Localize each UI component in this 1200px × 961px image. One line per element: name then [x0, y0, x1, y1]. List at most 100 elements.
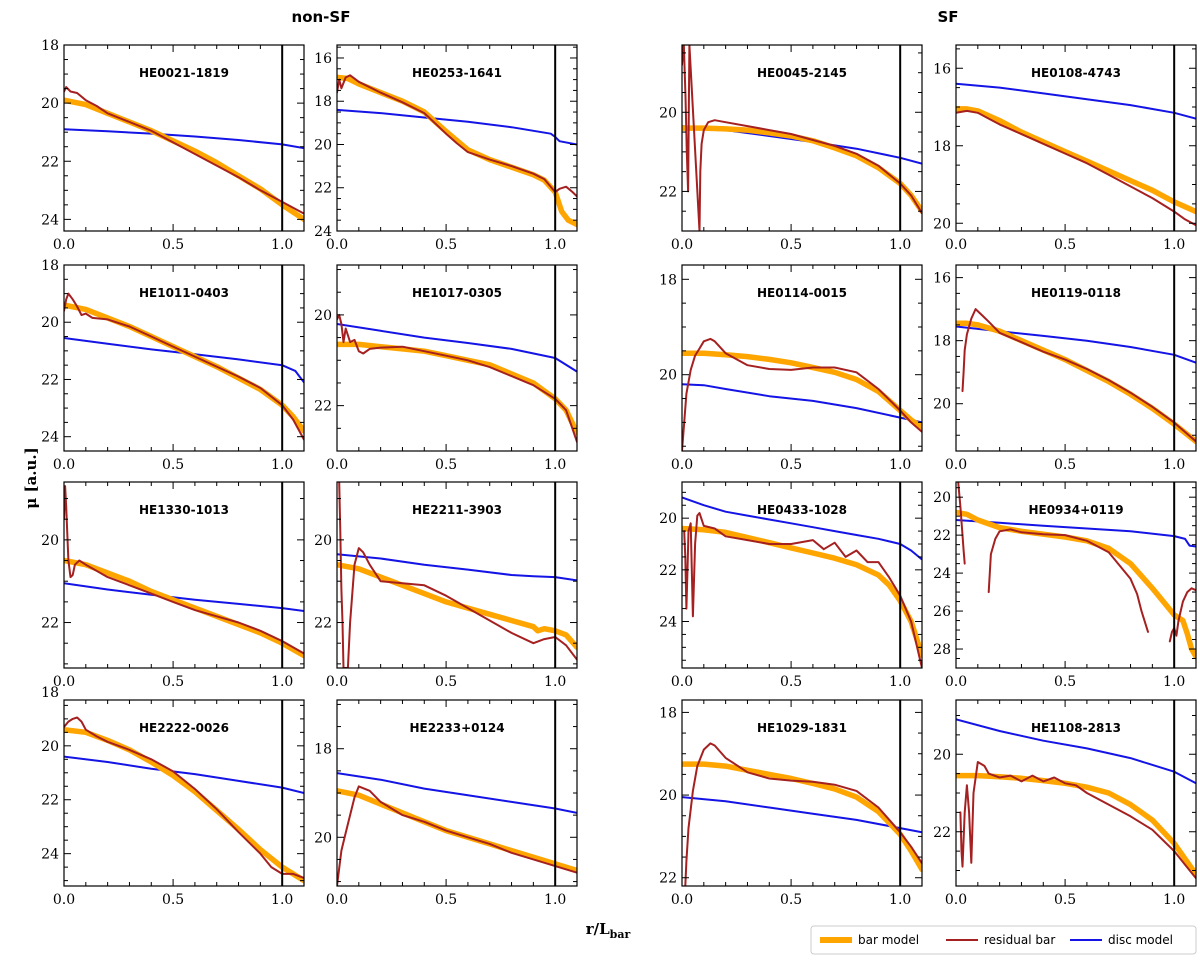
- x-axis-label-sub: bar: [610, 928, 631, 941]
- x-tick-label: 0.5: [162, 237, 184, 253]
- series-line-residual-bar-seg3: [1168, 587, 1196, 643]
- x-tick-label: 1.0: [889, 892, 911, 908]
- x-axis-label-main: r/L: [586, 920, 610, 938]
- legend-label-bar-model: bar model: [858, 933, 919, 947]
- series-line-disc-model: [64, 755, 304, 794]
- series-line-residual-bar: [683, 512, 922, 668]
- x-tick-label: 0.5: [1054, 674, 1076, 690]
- y-tick-label: 26: [933, 604, 951, 620]
- x-tick-label: 1.0: [544, 892, 566, 908]
- panel-he2211-3903: 0.0 0.5 1.0 20 22 HE2211-3903: [314, 481, 578, 690]
- x-tick-label: 0.0: [671, 892, 693, 908]
- panel-title: HE0433-1028: [757, 503, 847, 517]
- panel-frame: [336, 264, 578, 452]
- x-tick-label: 0.5: [780, 892, 802, 908]
- y-tick-label: 18: [933, 334, 951, 350]
- x-tick-label: 0.0: [53, 674, 75, 690]
- panel-title: HE1330-1013: [139, 503, 229, 517]
- series-line-residual-bar: [957, 482, 966, 565]
- series-line-disc-model: [682, 383, 922, 424]
- series-line-residual-bar: [959, 761, 1196, 880]
- x-tick-label: 0.5: [435, 457, 457, 473]
- panel-he0045-2145: 0.0 0.5 1.0 20 22 HE0045-2145: [659, 44, 923, 253]
- panel-frame: [681, 44, 923, 232]
- y-tick-label: 18: [314, 742, 332, 758]
- y-tick-label: 20: [41, 96, 59, 112]
- series-line-residual-bar: [64, 485, 304, 655]
- x-tick-label: 0.0: [671, 237, 693, 253]
- x-tick-label: 1.0: [544, 237, 566, 253]
- series-line-residual-bar: [64, 716, 304, 879]
- series-line-disc-model: [682, 125, 922, 165]
- series-line-bar-model: [956, 106, 1196, 215]
- y-tick-label: 22: [933, 528, 951, 544]
- x-tick-label: 0.5: [435, 892, 457, 908]
- legend-label-disc-model: disc model: [1108, 933, 1173, 947]
- series-line-residual-bar: [64, 86, 304, 215]
- y-tick-label: 20: [933, 747, 951, 763]
- x-tick-label: 1.0: [544, 674, 566, 690]
- series-line-residual-bar: [961, 308, 1196, 443]
- x-tick-label: 0.0: [326, 892, 348, 908]
- series-line-bar-model: [64, 726, 304, 884]
- x-tick-label: 1.0: [271, 892, 293, 908]
- y-tick-label: 18: [41, 258, 59, 274]
- panel-title: HE2233+0124: [409, 721, 504, 735]
- x-tick-label: 0.5: [435, 237, 457, 253]
- x-tick-label: 0.5: [162, 674, 184, 690]
- panel-he0108-4743: 0.0 0.5 1.0 16 18 20 HE0108-4743: [933, 44, 1197, 253]
- x-tick-label: 1.0: [889, 674, 911, 690]
- panel-he1108-2813: 0.0 0.5 1.0 20 22 HE1108-2813: [933, 699, 1197, 908]
- panel-title: HE0114-0015: [757, 286, 847, 300]
- panel-frame: [681, 481, 923, 669]
- y-tick-label: 24: [41, 430, 59, 446]
- panel-frame: [955, 44, 1197, 232]
- x-tick-label: 0.0: [671, 457, 693, 473]
- series-line-bar-model: [682, 350, 922, 430]
- series-line-residual-bar: [956, 109, 1196, 227]
- x-tick-label: 0.0: [945, 237, 967, 253]
- x-tick-label: 1.0: [889, 457, 911, 473]
- panel-frame: [955, 264, 1197, 452]
- y-tick-label: 24: [314, 224, 332, 240]
- series-line-residual-bar: [682, 337, 922, 451]
- series-line-disc-model: [337, 553, 577, 582]
- panel-title: HE0045-2145: [757, 66, 847, 80]
- y-tick-label: 20: [659, 511, 677, 527]
- x-tick-label: 0.5: [780, 237, 802, 253]
- x-tick-label: 0.5: [1054, 892, 1076, 908]
- x-tick-label: 0.0: [326, 457, 348, 473]
- series-line-bar-model: [956, 320, 1196, 445]
- y-tick-label: 16: [933, 271, 951, 287]
- panel-he2222-0026: 0.0 0.5 1.0 18 20 22 24 HE2222-0026: [41, 685, 305, 908]
- panel-frame: [681, 264, 923, 452]
- y-tick-label: 18: [659, 705, 677, 721]
- series-line-bar-model: [682, 125, 922, 214]
- series-line-bar-model: [682, 525, 922, 658]
- x-tick-label: 0.0: [53, 457, 75, 473]
- panel-he1330-1013: 0.0 0.5 1.0 20 22 HE1330-1013: [41, 481, 305, 690]
- x-tick-label: 0.0: [945, 892, 967, 908]
- x-tick-label: 1.0: [1163, 237, 1185, 253]
- x-tick-label: 1.0: [889, 237, 911, 253]
- series-line-bar-model: [956, 509, 1196, 660]
- series-line-bar-model: [64, 97, 304, 223]
- y-tick-label: 18: [933, 139, 951, 155]
- panel-lines: [337, 772, 577, 886]
- x-tick-label: 0.5: [1054, 457, 1076, 473]
- series-line-residual-bar-seg2: [987, 528, 1149, 633]
- x-tick-label: 0.5: [435, 674, 457, 690]
- series-line-residual-bar: [338, 482, 577, 668]
- y-tick-label: 18: [41, 685, 59, 701]
- y-tick-label: 24: [933, 566, 951, 582]
- y-tick-label: 20: [933, 490, 951, 506]
- x-tick-label: 1.0: [544, 457, 566, 473]
- y-tick-label: 22: [659, 184, 677, 200]
- legend-box: [810, 925, 1197, 955]
- series-line-residual-bar: [337, 74, 577, 198]
- x-tick-label: 0.0: [945, 674, 967, 690]
- y-tick-label: 22: [314, 181, 332, 197]
- panel-title: HE1029-1831: [757, 721, 847, 735]
- x-tick-label: 0.0: [326, 674, 348, 690]
- x-axis-label: r/Lbar: [586, 920, 631, 941]
